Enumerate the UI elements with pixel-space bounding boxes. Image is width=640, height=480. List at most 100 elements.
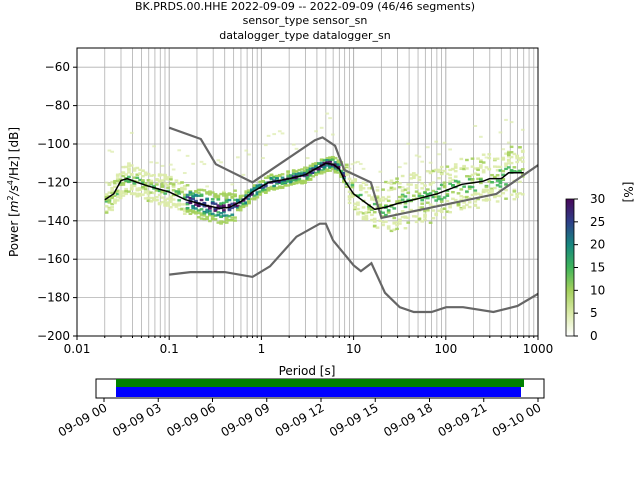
heatmap-cell [495, 184, 500, 187]
heatmap-cell [473, 200, 478, 203]
heatmap-cell [118, 196, 123, 200]
heatmap-cell [216, 194, 221, 197]
heatmap-cell [479, 178, 483, 181]
heatmap-cell [155, 189, 159, 192]
heatmap-cell [476, 206, 480, 209]
heatmap-cell [149, 200, 154, 203]
heatmap-cell [417, 206, 422, 209]
heatmap-cell [515, 157, 520, 160]
heatmap-cell [501, 173, 506, 177]
heatmap-cell [428, 221, 433, 224]
heatmap-cell [291, 172, 296, 175]
heatmap-cell [506, 153, 511, 157]
heatmap-cell [174, 190, 179, 193]
heatmap-cell [160, 179, 165, 182]
heatmap-cell [481, 198, 486, 202]
heatmap-cell [163, 201, 168, 205]
heatmap-cell [411, 176, 416, 179]
heatmap-cell [160, 196, 165, 199]
heatmap-cell [353, 207, 358, 211]
heatmap-cell [216, 221, 221, 224]
heatmap-cell [439, 169, 444, 172]
heatmap-cell [350, 192, 355, 195]
heatmap-cell [135, 187, 140, 190]
heatmap-cell [213, 202, 218, 205]
data-coverage-timeline: 09-09 00 09-09 03 09-09 06 09-09 09 09-09 12… [56, 378, 545, 440]
heatmap-cell [442, 181, 447, 184]
heatmap-cell [233, 189, 237, 192]
heatmap-cell [135, 188, 140, 192]
heatmap-cell [286, 173, 290, 176]
heatmap-cell [417, 178, 422, 182]
heatmap-cell [417, 192, 422, 195]
timeline-tick-label: 09-10 00 [490, 400, 544, 439]
heatmap-cell [261, 157, 265, 160]
heatmap-cell [168, 175, 173, 179]
heatmap-cell [319, 158, 324, 161]
heatmap-cell [227, 207, 232, 210]
heatmap-cell [210, 201, 215, 205]
heatmap-cell [386, 199, 391, 203]
ylabel-mid: /s [7, 185, 21, 196]
heatmap-cell [177, 204, 182, 207]
heatmap-cell [157, 174, 162, 177]
heatmap-cell [275, 182, 279, 185]
heatmap-cell [141, 187, 145, 190]
heatmap-cell [107, 198, 112, 201]
heatmap-cell [157, 189, 162, 193]
heatmap-cell [224, 194, 229, 198]
heatmap-cell [196, 211, 201, 215]
heatmap-cell [361, 167, 366, 170]
heatmap-cell [210, 214, 215, 218]
heatmap-cell [300, 181, 304, 184]
heatmap-cell [118, 191, 123, 195]
heatmap-cell [375, 195, 380, 198]
heatmap-cell [364, 190, 369, 194]
heatmap-cell [155, 183, 159, 186]
heatmap-cell [414, 190, 419, 193]
heatmap-cell [330, 165, 335, 169]
colorbar-tick-label: 25 [590, 215, 605, 229]
heatmap-cell [294, 147, 299, 150]
heatmap-cell [476, 192, 480, 195]
heatmap-cell [205, 191, 209, 194]
noise-models [168, 126, 538, 314]
heatmap-cell [303, 181, 307, 184]
heatmap-cell [196, 194, 201, 197]
heatmap-cell [384, 197, 388, 201]
heatmap-cell [174, 193, 179, 196]
heatmap-cell [222, 214, 226, 217]
heatmap-cell [135, 195, 140, 198]
heatmap-cell [227, 214, 232, 218]
plot-frame [76, 47, 539, 337]
heatmap-cell [152, 191, 156, 195]
heatmap-cell [389, 183, 394, 186]
heatmap-cell [216, 198, 221, 201]
heatmap-cell [518, 169, 522, 173]
heatmap-cell [199, 160, 204, 163]
heatmap-cell [473, 172, 478, 175]
heatmap-cell [442, 196, 447, 199]
heatmap-cell [121, 165, 126, 169]
heatmap-cell [445, 194, 450, 197]
heatmap-cell [423, 213, 427, 216]
heatmap-cell [141, 186, 145, 189]
heatmap-cell [392, 228, 397, 231]
heatmap-cell [261, 190, 265, 193]
heatmap-cell [506, 151, 511, 154]
heatmap-cell [171, 168, 176, 171]
heatmap-cell [462, 164, 466, 168]
heatmap-cell [143, 173, 148, 177]
heatmap-cell [495, 194, 500, 198]
heatmap-cell [409, 208, 413, 212]
heatmap-cell [113, 200, 117, 203]
heatmap-cell [347, 198, 352, 201]
heatmap-cell [244, 204, 249, 207]
heatmap-cell [512, 190, 517, 193]
heatmap-cell [180, 186, 184, 190]
heatmap-cell [129, 131, 134, 134]
heatmap-cell [199, 194, 204, 198]
heatmap-cell [367, 209, 371, 212]
heatmap-cell [484, 199, 489, 202]
heatmap-cell [205, 215, 209, 219]
